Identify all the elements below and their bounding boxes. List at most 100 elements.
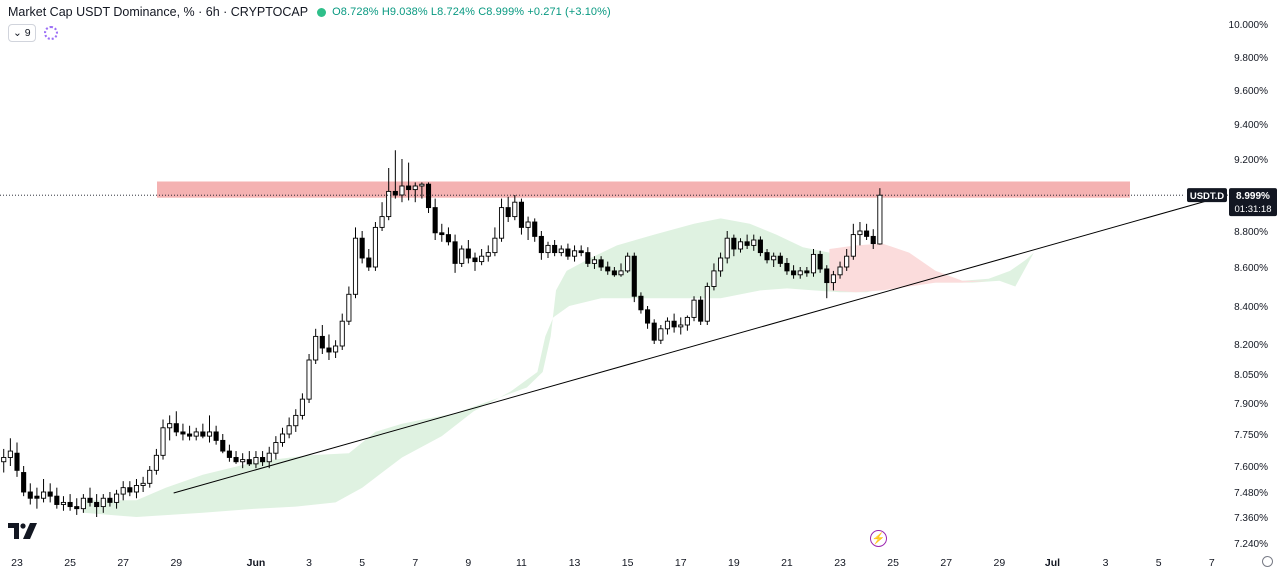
candle-body: [432, 207, 438, 234]
candle-body: [80, 497, 86, 510]
candle-body: [552, 244, 558, 254]
candle: [791, 265, 797, 279]
candle: [213, 425, 219, 445]
current-price-label: 8.999%: [1236, 191, 1270, 202]
candle-body: [306, 359, 312, 400]
candle: [406, 162, 412, 201]
candle: [279, 427, 286, 447]
candle-body: [87, 497, 93, 503]
candle: [67, 494, 73, 511]
candle-body: [339, 320, 345, 347]
candle-body: [492, 237, 498, 254]
y-tick-label: 8.800%: [1234, 227, 1268, 238]
candle: [266, 446, 272, 469]
candle-body: [1, 457, 7, 463]
candle-body: [266, 452, 272, 463]
candle: [485, 245, 491, 262]
chart-title[interactable]: Market Cap USDT Dominance, % · 6h · CRYP…: [8, 5, 309, 19]
candle-body: [797, 270, 803, 276]
lightning-icon[interactable]: ⚡: [870, 530, 887, 547]
market-status-dot: [317, 7, 327, 17]
price-badge: [1229, 188, 1277, 217]
candle: [352, 227, 359, 299]
candle-body: [757, 239, 763, 254]
candle-body: [671, 320, 677, 328]
y-tick-label: 7.750%: [1234, 430, 1268, 441]
candle-body: [333, 345, 339, 353]
candle-body: [532, 221, 538, 237]
candle-body: [870, 235, 876, 245]
candle: [14, 442, 20, 477]
candle: [54, 487, 60, 509]
ohlc-readout: O8.728% H9.038% L8.724% C8.999% +0.271 (…: [332, 6, 611, 18]
candle-body: [578, 250, 584, 254]
candle: [47, 483, 53, 503]
candle: [704, 282, 710, 325]
cloud-bullish: [83, 218, 1034, 517]
tradingview-logo-icon[interactable]: [8, 523, 38, 539]
candle-body: [392, 190, 398, 196]
candle-body: [465, 248, 471, 259]
candle-body: [864, 230, 870, 237]
candle-body: [844, 255, 850, 268]
candle-body: [213, 431, 219, 441]
candle: [326, 334, 332, 360]
candle-body: [704, 286, 710, 322]
candle-body: [14, 452, 20, 471]
candle: [565, 243, 571, 260]
candle-body: [631, 255, 637, 297]
candle: [339, 313, 345, 350]
candle-body: [505, 207, 511, 218]
candle-body: [299, 398, 305, 416]
candle: [452, 234, 458, 273]
chevron-down-icon: ⌄: [13, 27, 22, 39]
candle: [260, 451, 266, 466]
candle: [306, 354, 312, 403]
candle: [80, 494, 86, 513]
chart-header: Market Cap USDT Dominance, % · 6h · CRYP…: [8, 3, 611, 21]
candle: [479, 249, 485, 266]
candle-body: [724, 237, 730, 259]
x-tick-label: 5: [359, 557, 365, 569]
candle: [240, 453, 246, 469]
indicators-toggle[interactable]: ⌄ 9: [8, 24, 36, 42]
candle-body: [664, 320, 671, 330]
settings-gear-icon[interactable]: [1262, 556, 1273, 567]
candle: [293, 409, 299, 432]
symbol-label: USDT.D: [1190, 191, 1224, 202]
candle: [625, 252, 631, 273]
candle-body: [850, 234, 856, 257]
candle-body: [27, 491, 33, 499]
candle-body: [585, 252, 591, 264]
candle: [830, 270, 836, 291]
candle: [864, 223, 870, 240]
candle-body: [233, 457, 239, 463]
candle-body: [246, 459, 252, 465]
candle: [638, 292, 644, 314]
indicators-count: 9: [24, 27, 31, 39]
candle: [465, 240, 471, 264]
candle: [605, 261, 611, 275]
y-tick-label: 10.000%: [1229, 20, 1269, 31]
candle: [645, 306, 651, 329]
candle-body: [565, 248, 571, 257]
candle-body: [406, 185, 412, 191]
candle: [87, 487, 93, 507]
candle: [598, 256, 604, 271]
candle: [459, 245, 465, 267]
candle-body: [419, 183, 425, 187]
candle: [313, 328, 319, 364]
ascending-trendline[interactable]: [173, 194, 1228, 494]
candle: [27, 483, 33, 505]
candle: [187, 425, 193, 441]
candle-body: [319, 335, 325, 349]
candle: [180, 423, 186, 441]
y-tick-label: 9.600%: [1234, 86, 1268, 97]
candle: [34, 487, 40, 509]
candle: [850, 223, 856, 260]
candle-body: [817, 253, 823, 270]
candle-body: [153, 454, 159, 471]
candle-body: [173, 423, 179, 433]
x-tick-label: 11: [516, 557, 527, 569]
